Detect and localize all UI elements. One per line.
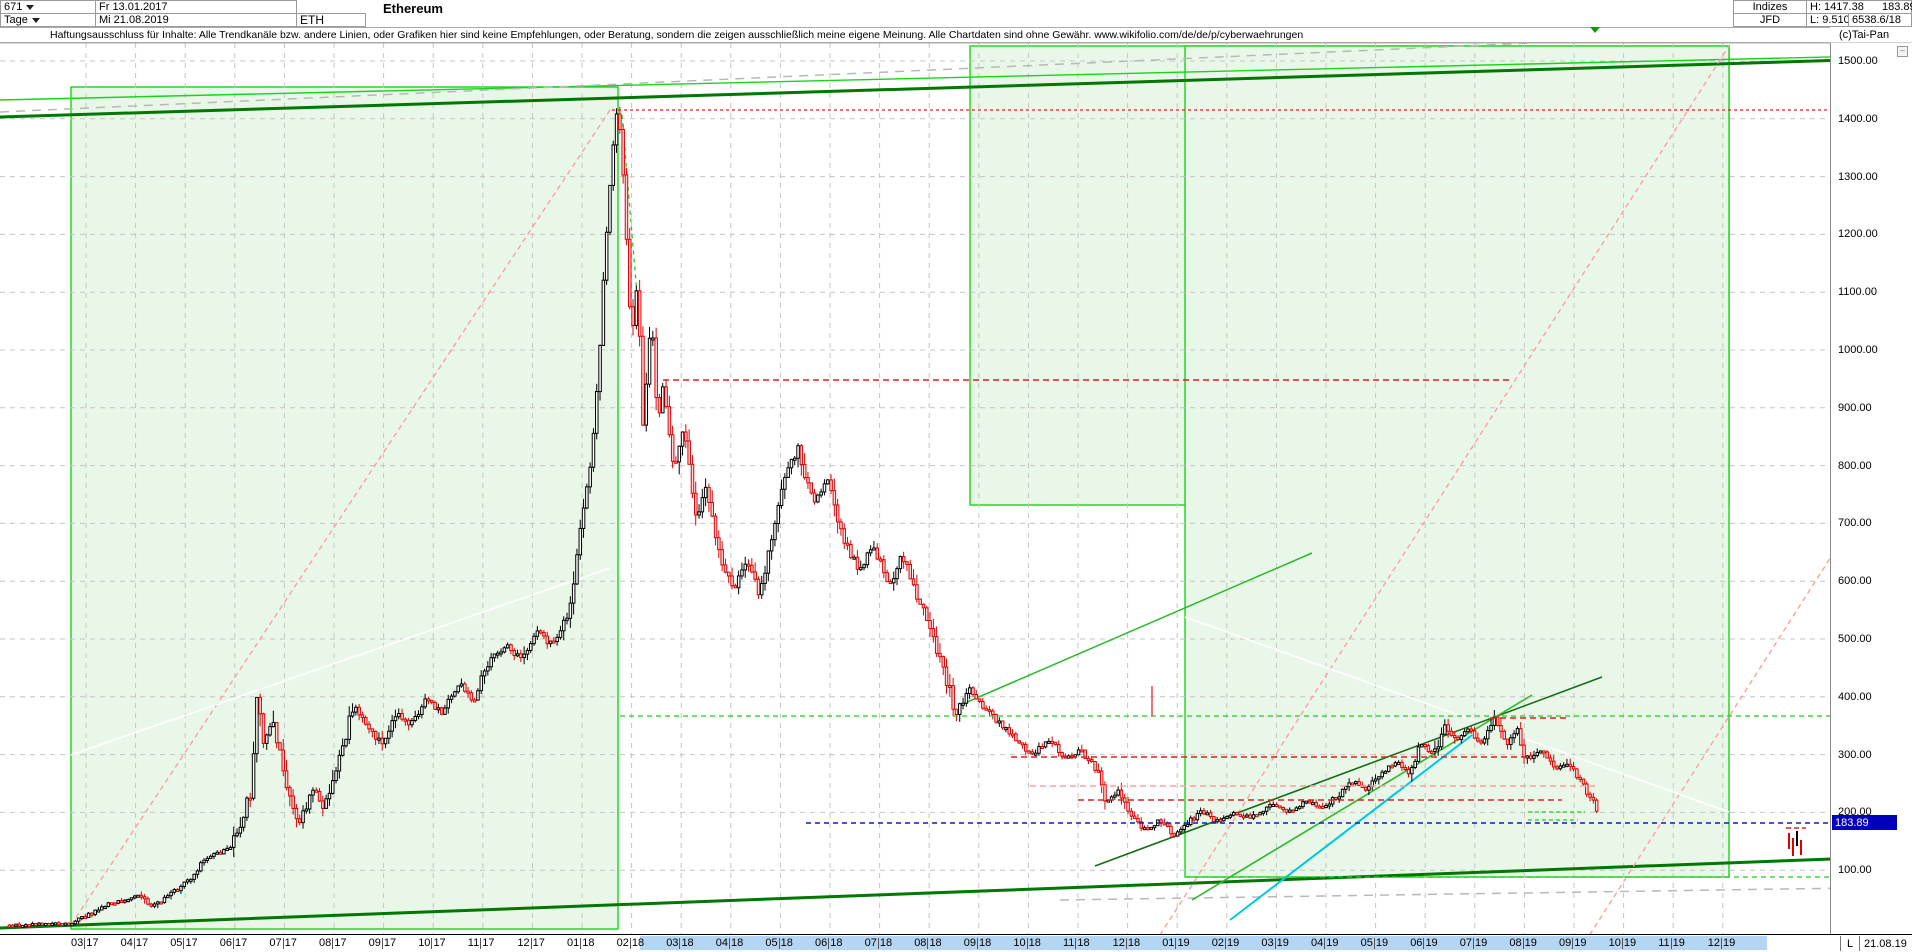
- date-axis-label: 01 19: [1162, 937, 1190, 949]
- date-axis-label: 12 18: [1112, 937, 1141, 949]
- price-axis-label: 400.00: [1838, 690, 1872, 703]
- collapse-icon[interactable]: –: [1897, 46, 1908, 57]
- date-axis-label: 11 17: [467, 937, 495, 949]
- date-axis-label: 07 17: [269, 937, 297, 949]
- price-axis-label: 1300.00: [1838, 170, 1878, 183]
- period-unit-value: Tage: [4, 14, 28, 26]
- date-axis-label: 06 17: [219, 937, 248, 949]
- date-from-field[interactable]: Fr 13.01.2017: [95, 0, 297, 14]
- date-axis-label: 01 18: [567, 937, 595, 949]
- price-axis-label: 1200.00: [1838, 228, 1878, 241]
- date-axis-label: 03 17: [71, 937, 99, 949]
- date-axis-label: 08 17: [319, 937, 347, 949]
- group-cell: Indizes: [1733, 0, 1807, 14]
- date-axis-label: 02 18: [616, 937, 645, 949]
- date-to-field[interactable]: Mi 21.08.2019: [95, 13, 297, 27]
- symbol-field[interactable]: ETH: [296, 13, 366, 27]
- price-axis-label: 1500.00: [1838, 55, 1878, 67]
- date-axis-label: 06 19: [1410, 937, 1438, 949]
- bars-count-dropdown[interactable]: 671: [0, 0, 96, 14]
- symbol-value: ETH: [300, 13, 324, 27]
- last-marker-cell: L: [1840, 936, 1859, 951]
- price-axis-label: 900.00: [1838, 401, 1872, 414]
- date-axis-label: 07 19: [1459, 937, 1488, 949]
- date-axis-label: 04 18: [715, 937, 744, 949]
- date-axis-label: 04 19: [1311, 937, 1339, 949]
- date-axis-label: 09 18: [963, 937, 992, 949]
- date-axis-label: 09 19: [1559, 937, 1587, 949]
- price-axis-label: 700.00: [1838, 517, 1872, 530]
- period-unit-dropdown[interactable]: Tage: [0, 13, 96, 27]
- price-axis-label: 500.00: [1838, 633, 1872, 645]
- last-price-cell: 183.89: [1879, 0, 1912, 14]
- date-axis-label: 12 17: [517, 937, 545, 949]
- date-axis-label: 11 18: [1063, 937, 1090, 949]
- date-axis-label: 10 17: [418, 937, 446, 949]
- price-axis-label: 1400.00: [1838, 112, 1878, 125]
- date-axis-label: 11 19: [1658, 937, 1685, 949]
- date-axis-label: 12 19: [1707, 937, 1736, 949]
- price-axis[interactable]: [1831, 43, 1912, 935]
- date-axis-label: 05 18: [765, 937, 793, 949]
- disclaimer-text: Haftungsausschluss für Inhalte: Alle Tre…: [0, 27, 1830, 43]
- current-price-badge: 183.89: [1832, 815, 1897, 830]
- marker-triangle-icon: [1590, 27, 1600, 33]
- price-axis-label: 100.00: [1838, 864, 1872, 877]
- date-axis-label: 05 19: [1360, 937, 1389, 949]
- date-axis-label: 07 18: [864, 937, 893, 949]
- volume-cell: 6538.6/18: [1848, 13, 1912, 27]
- date-axis-label: 05 17: [170, 937, 198, 949]
- price-axis-label: 600.00: [1838, 575, 1872, 588]
- high-cell: H: 1417.38: [1806, 0, 1880, 14]
- date-axis-label: 04 17: [120, 937, 149, 949]
- date-axis-label: 08 19: [1509, 937, 1537, 949]
- date-axis-label: 02 19: [1211, 937, 1240, 949]
- date-to-value: Mi 21.08.2019: [99, 14, 169, 26]
- date-axis-label: 08 18: [914, 937, 942, 949]
- last-date-cell: 21.08.19: [1859, 936, 1912, 951]
- price-axis-label: 300.00: [1838, 748, 1872, 761]
- price-axis-label: 1000.00: [1838, 344, 1878, 356]
- date-axis-label: 09 17: [368, 937, 397, 949]
- date-axis-label: 03 19: [1261, 937, 1289, 949]
- copyright-label: (c)Tai-Pan: [1836, 28, 1893, 42]
- price-axis-label: 1100.00: [1838, 286, 1877, 299]
- price-axis-label: 800.00: [1838, 459, 1872, 472]
- date-from-value: Fr 13.01.2017: [99, 1, 168, 13]
- date-axis-label: 10 19: [1608, 937, 1637, 949]
- date-axis-label: 03 18: [666, 937, 694, 949]
- chevron-down-icon: [31, 17, 40, 23]
- date-axis-label: 06 18: [815, 937, 843, 949]
- provider-cell: JFD: [1733, 13, 1807, 27]
- date-axis-label: 10 18: [1013, 937, 1041, 949]
- price-axis-border: [1830, 43, 1831, 935]
- date-axis-selection: [640, 936, 1767, 950]
- bars-count-value: 671: [4, 1, 23, 13]
- chevron-down-icon: [26, 4, 35, 10]
- instrument-title: Ethereum: [380, 0, 446, 16]
